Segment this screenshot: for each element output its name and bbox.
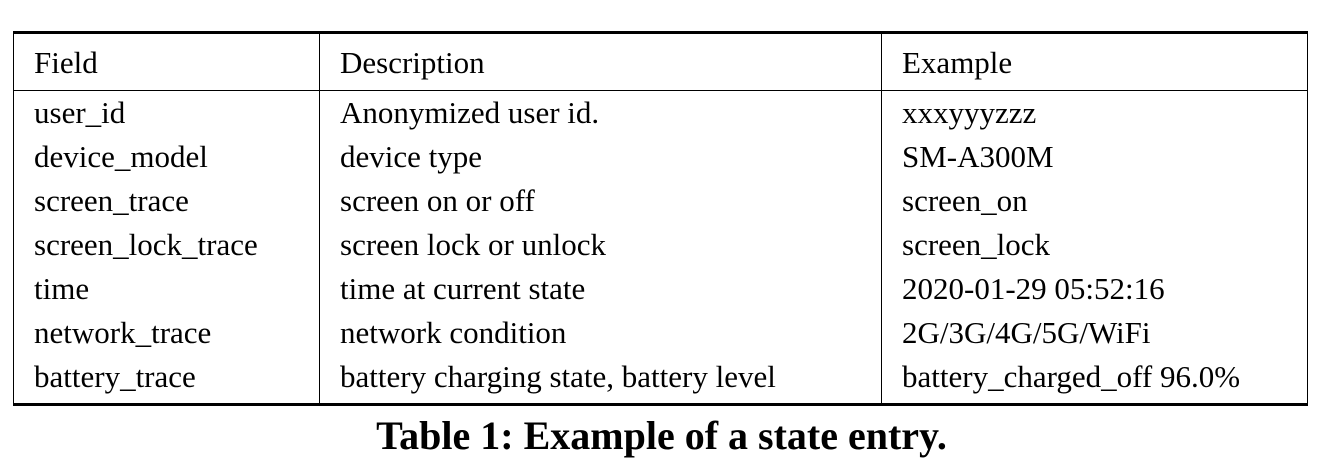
cell-description: screen on or off <box>319 179 882 223</box>
table-row: device_model device type SM-A300M <box>13 135 1308 179</box>
cell-example: screen_on <box>881 179 1308 223</box>
table-row: user_id Anonymized user id. xxxyyyzzz <box>13 90 1308 135</box>
table-row: time time at current state 2020-01-29 05… <box>13 267 1308 311</box>
table-row: battery_trace battery charging state, ba… <box>13 355 1308 406</box>
cell-example: SM-A300M <box>881 135 1308 179</box>
cell-description: screen lock or unlock <box>319 223 882 267</box>
header-example: Example <box>881 31 1308 91</box>
table-caption: Table 1: Example of a state entry. <box>376 413 947 458</box>
cell-description: device type <box>319 135 882 179</box>
cell-field: battery_trace <box>13 355 320 406</box>
cell-field: user_id <box>13 90 320 135</box>
header-field: Field <box>13 31 320 91</box>
cell-field: screen_trace <box>13 179 320 223</box>
table-row: network_trace network condition 2G/3G/4G… <box>13 311 1308 355</box>
cell-example: screen_lock <box>881 223 1308 267</box>
cell-description: network condition <box>319 311 882 355</box>
state-entry-table-container: Field Description Example user_id Anonym… <box>13 31 1308 406</box>
header-description: Description <box>319 31 882 91</box>
table-header-row: Field Description Example <box>13 31 1308 91</box>
cell-description: time at current state <box>319 267 882 311</box>
cell-field: time <box>13 267 320 311</box>
cell-description: Anonymized user id. <box>319 90 882 135</box>
table-row: screen_lock_trace screen lock or unlock … <box>13 223 1308 267</box>
cell-field: network_trace <box>13 311 320 355</box>
table-row: screen_trace screen on or off screen_on <box>13 179 1308 223</box>
cell-field: screen_lock_trace <box>13 223 320 267</box>
cell-example: xxxyyyzzz <box>881 90 1308 135</box>
cell-field: device_model <box>13 135 320 179</box>
cell-description: battery charging state, battery level <box>319 355 882 406</box>
cell-example: 2020-01-29 05:52:16 <box>881 267 1308 311</box>
state-entry-table: Field Description Example user_id Anonym… <box>13 31 1308 406</box>
cell-example: 2G/3G/4G/5G/WiFi <box>881 311 1308 355</box>
cell-example: battery_charged_off 96.0% <box>881 355 1308 406</box>
